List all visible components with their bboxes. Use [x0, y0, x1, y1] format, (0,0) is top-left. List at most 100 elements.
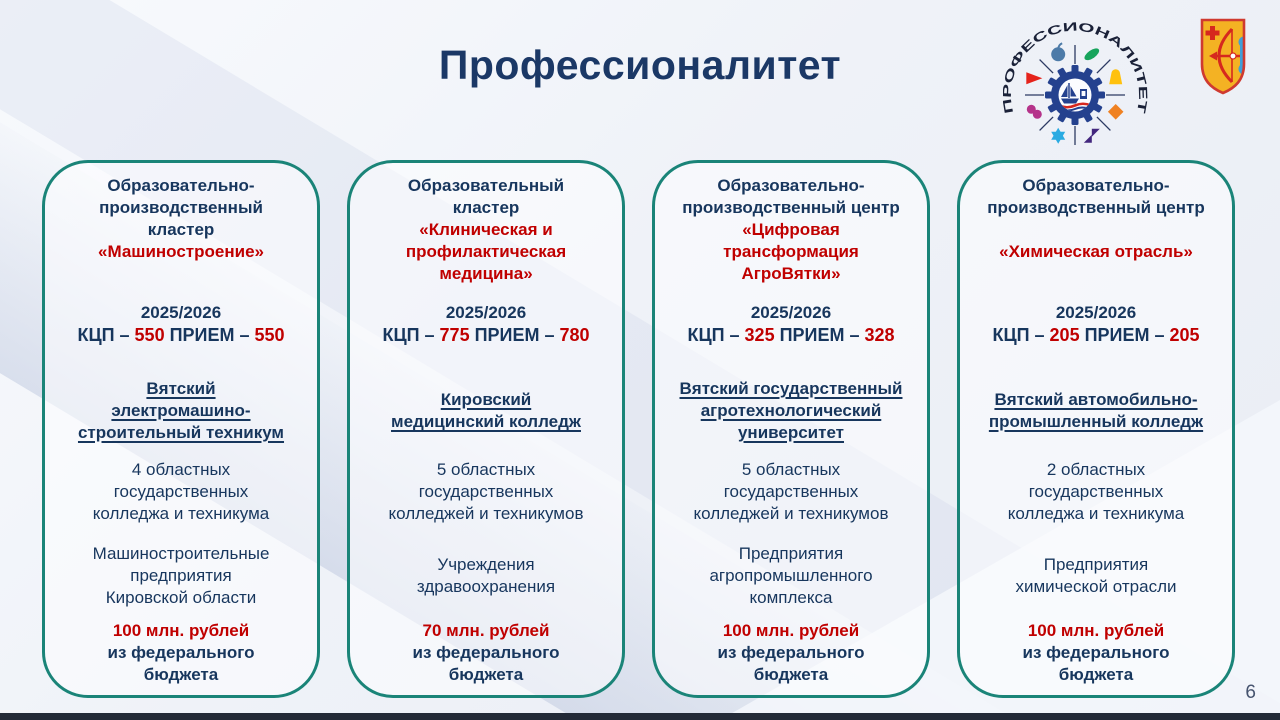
- kcp-line: КЦП – 775 ПРИЕМ – 780: [360, 324, 612, 346]
- institution-wrap: Вятский электромашино- строительный техн…: [55, 372, 307, 450]
- kcp-line: КЦП – 205 ПРИЕМ – 205: [970, 324, 1222, 346]
- institution-name: Вятский автомобильно- промышленный колле…: [988, 390, 1204, 431]
- page-number: 6: [1245, 682, 1256, 703]
- kcp-label: КЦП –: [992, 325, 1050, 345]
- partners-text: Предприятия агропромышленного комплекса: [709, 544, 873, 607]
- partners-text: Учреждения здравоохранения: [416, 555, 556, 596]
- card-himicheskaya-otrasl: Образовательно- производственный центр «…: [957, 160, 1235, 698]
- card-type: Образовательный кластер: [407, 176, 565, 217]
- ship-icon: [1058, 83, 1092, 112]
- priem-label: ПРИЕМ –: [774, 325, 865, 345]
- colleges-wrap: 2 областных государственных колледжа и т…: [970, 450, 1222, 534]
- bell-icon: [1109, 69, 1123, 85]
- academic-year: 2025/2026: [445, 303, 527, 322]
- kcp-label: КЦП –: [77, 325, 135, 345]
- academic-year: 2025/2026: [140, 303, 222, 322]
- kcp-value: 550: [134, 325, 165, 345]
- card-mashinostroenie: Образовательно- производственный кластер…: [42, 160, 320, 698]
- institution-wrap: Кировский медицинский колледж: [360, 372, 612, 450]
- institution-name: Кировский медицинский колледж: [391, 390, 581, 431]
- bow-and-arrow: [1209, 27, 1240, 84]
- partners-wrap: Предприятия химической отрасли: [970, 534, 1222, 618]
- institution-name: Вятский государственный агротехнологичес…: [679, 379, 903, 442]
- diamond-icon: [1107, 104, 1124, 120]
- funding-block: 100 млн. рублей из федерального бюджета: [55, 618, 307, 687]
- star-icon: [1051, 127, 1066, 144]
- card-agrovyatka: Образовательно- производственный центр «…: [652, 160, 930, 698]
- cluster-name: «Клиническая и профилактическая медицина…: [405, 220, 567, 283]
- priem-label: ПРИЕМ –: [164, 325, 255, 345]
- cluster-cards: Образовательно- производственный кластер…: [42, 160, 1235, 698]
- colleges-text: 2 областных государственных колледжа и т…: [1007, 460, 1185, 523]
- colleges-wrap: 5 областных государственных колледжей и …: [665, 450, 917, 534]
- academic-year: 2025/2026: [750, 303, 832, 322]
- funding-amount: 100 млн. рублей: [112, 620, 250, 640]
- partners-text: Предприятия химической отрасли: [1015, 555, 1177, 596]
- partners-wrap: Учреждения здравоохранения: [360, 534, 612, 618]
- partners-wrap: Машиностроительные предприятия Кировской…: [55, 534, 307, 618]
- logo-ray-ticks: [1025, 45, 1125, 145]
- funding-amount: 100 млн. рублей: [722, 620, 860, 640]
- card-header: Образовательно- производственный центр «…: [970, 175, 1222, 296]
- funding-block: 70 млн. рублей из федерального бюджета: [360, 618, 612, 687]
- partners-text: Машиностроительные предприятия Кировской…: [92, 544, 270, 607]
- card-type: Образовательно- производственный центр: [682, 176, 900, 217]
- leaf-icon: [1084, 48, 1100, 61]
- academic-year: 2025/2026: [1055, 303, 1137, 322]
- priem-label: ПРИЕМ –: [1079, 325, 1170, 345]
- colleges-wrap: 5 областных государственных колледжей и …: [360, 450, 612, 534]
- colleges-wrap: 4 областных государственных колледжа и т…: [55, 450, 307, 534]
- kcp-value: 775: [439, 325, 470, 345]
- priem-value: 328: [864, 325, 895, 345]
- gear-ship-emblem: [1045, 65, 1105, 125]
- funding-source: из федерального бюджета: [412, 642, 560, 684]
- funding-block: 100 млн. рублей из федерального бюджета: [665, 618, 917, 687]
- funding-block: 100 млн. рублей из федерального бюджета: [970, 618, 1222, 687]
- kcp-value: 205: [1049, 325, 1080, 345]
- cluster-name: «Цифровая трансформация АгроВятки»: [723, 220, 859, 283]
- admission-block: 2025/2026 КЦП – 325 ПРИЕМ – 328: [665, 300, 917, 348]
- priem-value: 780: [559, 325, 590, 345]
- card-header: Образовательно- производственный центр «…: [665, 175, 917, 296]
- institution-name: Вятский электромашино- строительный техн…: [77, 379, 285, 442]
- kcp-label: КЦП –: [687, 325, 745, 345]
- cross-icon: [1205, 26, 1220, 40]
- pinwheel-icon: [1083, 128, 1100, 143]
- funding-source: из федерального бюджета: [717, 642, 865, 684]
- priem-label: ПРИЕМ –: [469, 325, 560, 345]
- institution-wrap: Вятский государственный агротехнологичес…: [665, 372, 917, 450]
- kcp-label: КЦП –: [382, 325, 440, 345]
- card-medicina: Образовательный кластер «Клиническая и п…: [347, 160, 625, 698]
- funding-source: из федерального бюджета: [107, 642, 255, 684]
- colleges-text: 5 областных государственных колледжей и …: [388, 460, 584, 523]
- partners-wrap: Предприятия агропромышленного комплекса: [665, 534, 917, 618]
- funding-amount: 70 млн. рублей: [422, 620, 550, 640]
- cluster-name: «Химическая отрасль»: [999, 242, 1193, 261]
- card-type: Образовательно- производственный центр: [987, 176, 1205, 217]
- priem-value: 550: [254, 325, 285, 345]
- funding-amount: 100 млн. рублей: [1027, 620, 1165, 640]
- card-type: Образовательно- производственный кластер: [99, 176, 263, 239]
- priem-value: 205: [1169, 325, 1200, 345]
- bottom-accent-bar: [0, 713, 1280, 720]
- kcp-line: КЦП – 550 ПРИЕМ – 550: [55, 324, 307, 346]
- colleges-text: 4 областных государственных колледжа и т…: [92, 460, 270, 523]
- cluster-name: «Машиностроение»: [98, 242, 264, 261]
- kcp-line: КЦП – 325 ПРИЕМ – 328: [665, 324, 917, 346]
- berries-icon: [1026, 104, 1042, 119]
- flag-icon: [1026, 72, 1043, 85]
- card-header: Образовательно- производственный кластер…: [55, 175, 307, 296]
- admission-block: 2025/2026 КЦП – 550 ПРИЕМ – 550: [55, 300, 307, 348]
- apple-icon: [1051, 42, 1066, 62]
- kirov-coat-of-arms: [1200, 18, 1246, 95]
- colleges-text: 5 областных государственных колледжей и …: [693, 460, 889, 523]
- institution-wrap: Вятский автомобильно- промышленный колле…: [970, 372, 1222, 450]
- professionalitet-logo: ПРОФЕССИОНАЛИТЕТ: [1003, 20, 1150, 145]
- funding-source: из федерального бюджета: [1022, 642, 1170, 684]
- kcp-value: 325: [744, 325, 775, 345]
- card-header: Образовательный кластер «Клиническая и п…: [360, 175, 612, 296]
- slide-title: Профессионалитет: [438, 42, 842, 88]
- admission-block: 2025/2026 КЦП – 205 ПРИЕМ – 205: [970, 300, 1222, 348]
- admission-block: 2025/2026 КЦП – 775 ПРИЕМ – 780: [360, 300, 612, 348]
